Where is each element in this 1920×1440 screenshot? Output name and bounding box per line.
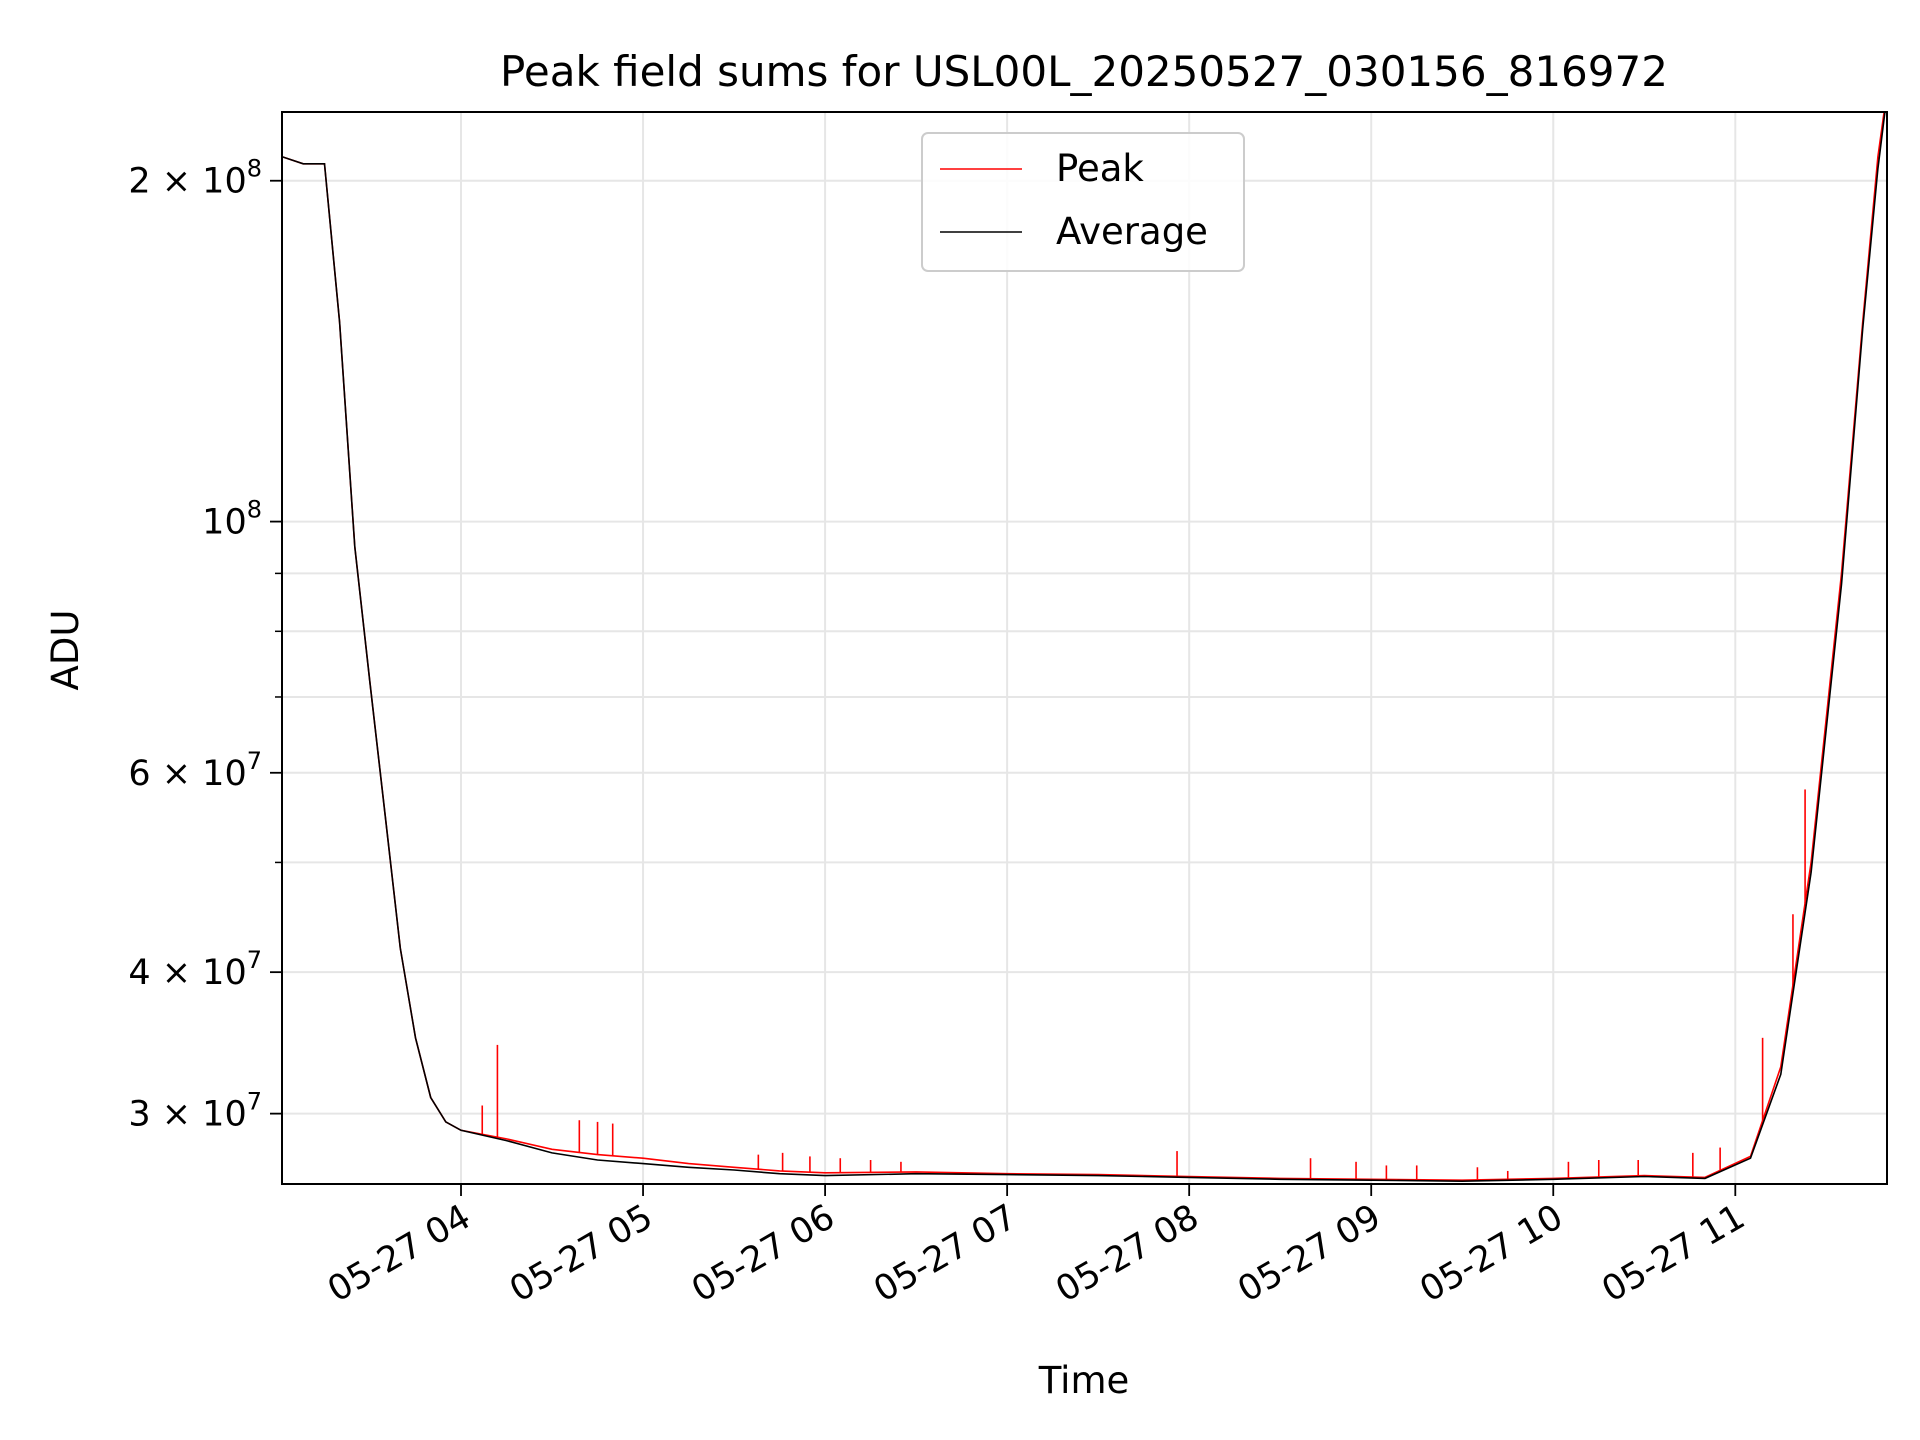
axes-frame bbox=[281, 111, 1888, 1185]
y-tick-label-base: 2 × 10 bbox=[128, 162, 246, 202]
y-tick-label-exponent: 7 bbox=[247, 747, 262, 775]
legend-peak-label: Peak bbox=[1056, 147, 1144, 190]
y-tick-label-base: 6 × 10 bbox=[128, 754, 246, 794]
grid-lines bbox=[282, 112, 1887, 1184]
y-axis-label: ADU bbox=[44, 610, 87, 691]
legend-box bbox=[921, 132, 1245, 272]
y-tick-label: 6 × 107 bbox=[128, 747, 262, 794]
y-tick-label: 108 bbox=[202, 496, 262, 543]
series-group bbox=[282, 112, 1886, 1183]
plot-area bbox=[282, 112, 1886, 1183]
chart-title: Peak field sums for USL00L_20250527_0301… bbox=[500, 47, 1668, 96]
y-tick-label-exponent: 7 bbox=[247, 946, 262, 974]
y-tick-label: 4 × 107 bbox=[128, 946, 262, 993]
series-line-average bbox=[282, 112, 1886, 1183]
y-tick-label-exponent: 7 bbox=[247, 1088, 262, 1116]
legend-average-label: Average bbox=[1056, 210, 1208, 253]
x-axis-label: Time bbox=[1038, 1359, 1130, 1402]
y-tick-label: 3 × 107 bbox=[128, 1088, 262, 1135]
y-tick-label-exponent: 8 bbox=[247, 155, 262, 183]
y-tick-label-base: 4 × 10 bbox=[128, 953, 246, 993]
y-tick-label-base: 10 bbox=[202, 503, 247, 543]
y-tick-label-base: 3 × 10 bbox=[128, 1095, 246, 1135]
y-tick-label-exponent: 8 bbox=[247, 496, 262, 524]
y-tick-label: 2 × 108 bbox=[128, 155, 262, 202]
legend: Peak Average bbox=[921, 132, 1245, 272]
